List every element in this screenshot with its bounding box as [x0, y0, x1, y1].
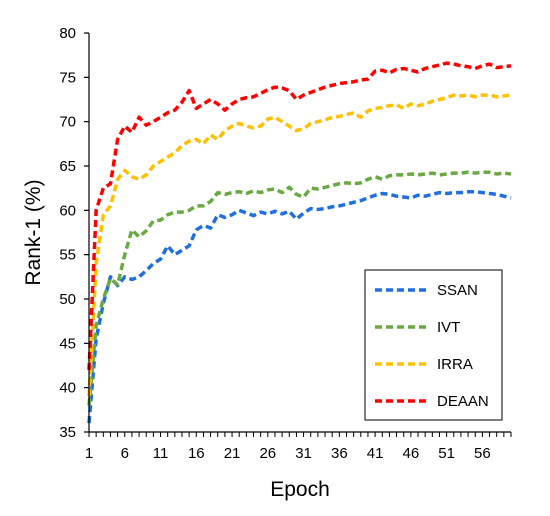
x-tick-label: 41: [367, 445, 384, 462]
x-tick-label: 16: [188, 445, 205, 462]
y-tick-label: 55: [59, 247, 76, 264]
x-tick-label: 21: [224, 445, 241, 462]
series-line-deaan: [87, 61, 512, 371]
y-tick-label: 75: [59, 69, 76, 86]
y-axis: 35 40 45 50 55 60 65 70 75 80: [59, 25, 90, 441]
x-tick-label: 11: [153, 445, 169, 462]
y-tick-label: 35: [59, 424, 76, 441]
series-line-ivt: [87, 170, 512, 406]
legend-label-irra: IRRA: [437, 356, 473, 373]
y-tick-label: 60: [59, 202, 76, 219]
x-axis: 1 6 11 16 21 26 31 36 41 46 51 56: [85, 431, 512, 462]
x-tick-label: 56: [474, 445, 491, 462]
series-line-ssan: [87, 189, 512, 424]
series-line-irra: [87, 93, 512, 397]
y-tick-label: 80: [59, 25, 76, 42]
legend: SSAN IVT IRRA DEAAN: [364, 269, 503, 421]
y-tick-label: 50: [59, 291, 76, 308]
legend-label-ivt: IVT: [437, 319, 460, 336]
x-tick-label: 51: [438, 445, 455, 462]
legend-label-deaan: DEAAN: [437, 393, 489, 410]
legend-box: [364, 269, 503, 421]
x-tick-label: 46: [403, 445, 420, 462]
y-axis-title: Rank-1 (%): [22, 179, 45, 285]
y-tick-label: 65: [59, 158, 76, 175]
x-tick-label: 36: [331, 445, 348, 462]
y-tick-label: 70: [59, 114, 76, 131]
x-tick-label: 6: [121, 445, 129, 462]
x-tick-label: 1: [85, 445, 93, 462]
y-tick-label: 45: [59, 335, 76, 352]
legend-label-ssan: SSAN: [437, 282, 478, 299]
x-tick-label: 26: [259, 445, 276, 462]
y-tick-label: 40: [59, 380, 76, 397]
plot-lines: [87, 61, 512, 424]
x-axis-title: Epoch: [270, 478, 330, 501]
x-tick-label: 31: [295, 445, 312, 462]
